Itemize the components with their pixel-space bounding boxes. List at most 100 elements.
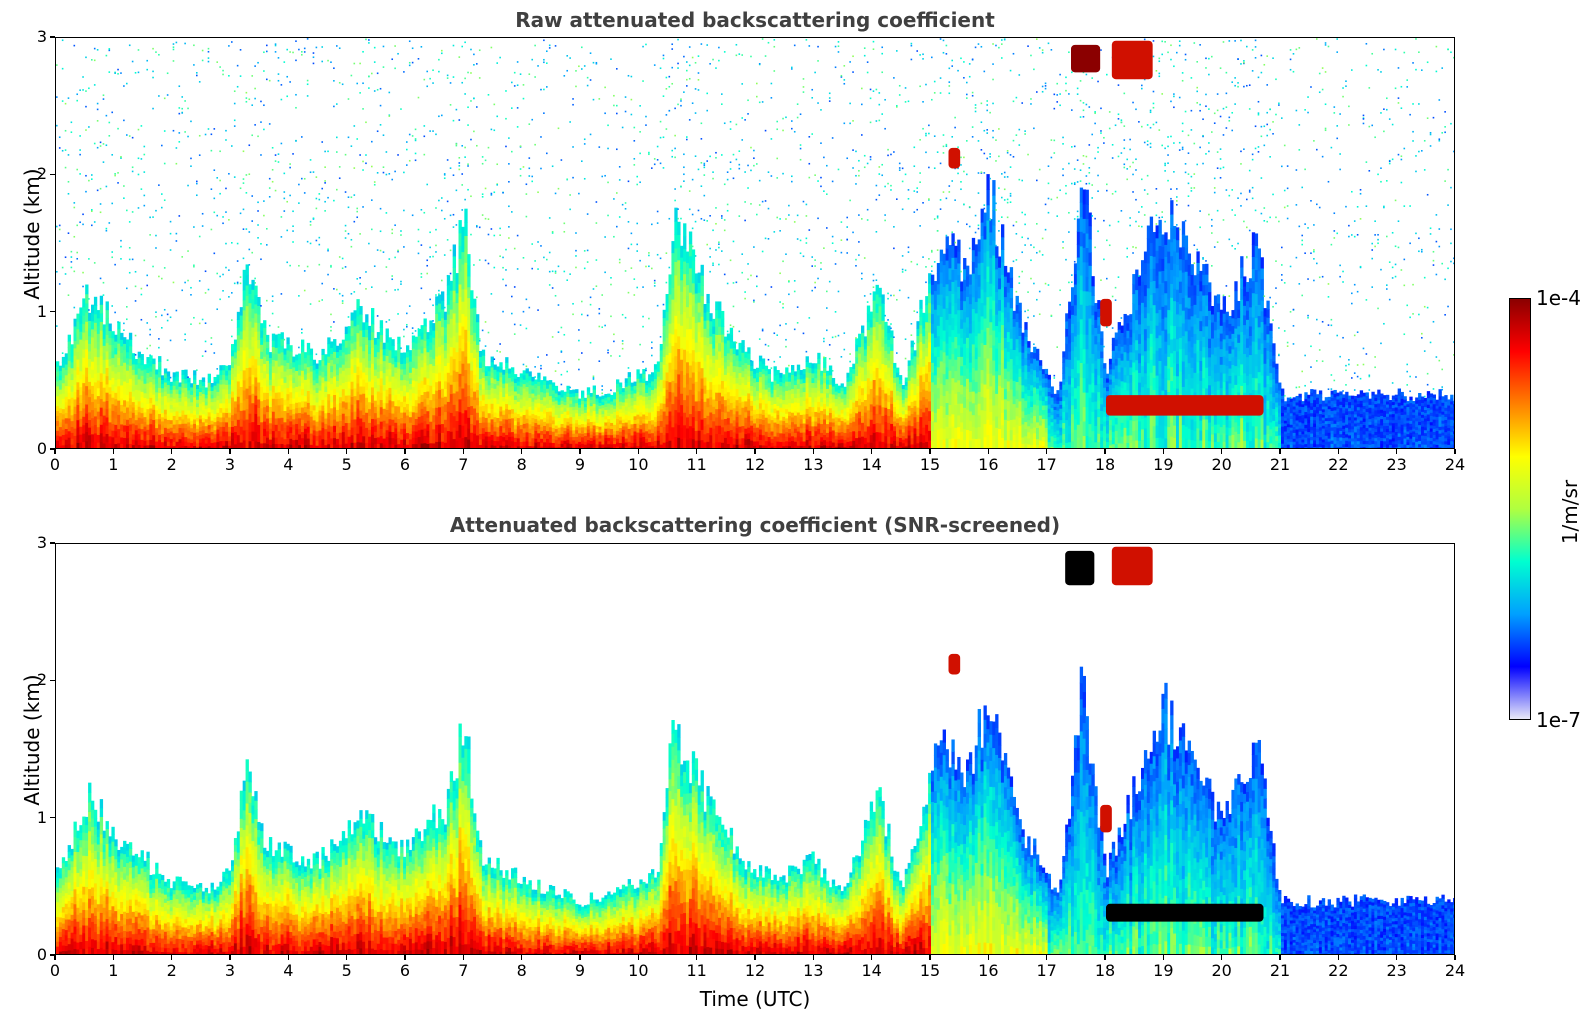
- raw-cell: [569, 410, 573, 414]
- raw-cell: [344, 340, 349, 348]
- raw-noise-dot: [406, 325, 408, 328]
- raw-noise-dot: [231, 145, 233, 147]
- raw-noise-dot: [385, 212, 388, 214]
- raw-cell: [548, 391, 553, 397]
- raw-cell: [382, 348, 386, 356]
- raw-cell: [411, 430, 416, 438]
- raw-cell: [569, 440, 573, 444]
- raw-cell: [213, 433, 217, 439]
- raw-noise-dot: [336, 103, 338, 105]
- raw-cell: [251, 327, 255, 338]
- raw-cell: [193, 405, 197, 411]
- raw-cell: [610, 394, 614, 399]
- raw-cell: [496, 375, 500, 381]
- raw-cell: [231, 373, 235, 380]
- raw-cell: [639, 441, 643, 447]
- raw-cell: [478, 389, 483, 396]
- raw-cell: [356, 307, 360, 317]
- raw-cell: [190, 438, 194, 444]
- raw-cell: [88, 373, 92, 382]
- raw-noise-dot: [350, 292, 353, 295]
- raw-noise-dot: [607, 349, 609, 352]
- raw-cell: [283, 371, 287, 378]
- raw-noise-dot: [251, 195, 254, 197]
- raw-cell: [371, 442, 375, 448]
- raw-cell: [61, 382, 66, 389]
- raw-cell: [592, 399, 596, 404]
- raw-noise-dot: [350, 238, 353, 241]
- raw-cell: [508, 436, 512, 442]
- raw-cell: [79, 410, 83, 419]
- raw-cell: [303, 444, 308, 448]
- raw-cell: [88, 328, 92, 337]
- raw-cell: [528, 406, 532, 412]
- raw-cell: [149, 434, 153, 440]
- raw-noise-dot: [648, 151, 650, 154]
- raw-cell: [344, 347, 349, 355]
- raw-cell: [633, 381, 637, 386]
- raw-noise-dot: [572, 313, 574, 316]
- raw-cell: [213, 377, 217, 382]
- raw-noise-dot: [379, 230, 382, 233]
- raw-cell: [639, 411, 643, 417]
- raw-cell: [344, 429, 349, 437]
- raw-cell: [143, 421, 147, 427]
- raw-cell: [648, 403, 652, 409]
- raw-cell: [569, 420, 573, 424]
- raw-cell: [648, 374, 652, 379]
- raw-cell: [618, 408, 623, 413]
- raw-cell: [263, 399, 267, 408]
- raw-noise-dot: [222, 273, 224, 276]
- raw-cell: [420, 325, 424, 333]
- raw-noise-dot: [435, 251, 437, 253]
- raw-cell: [58, 435, 63, 442]
- raw-noise-dot: [292, 225, 294, 228]
- raw-cell: [166, 415, 171, 420]
- raw-cell: [546, 403, 550, 409]
- raw-noise-dot: [309, 242, 312, 245]
- raw-cell: [257, 322, 261, 332]
- raw-cell: [546, 415, 550, 420]
- raw-cell: [601, 434, 605, 439]
- raw-noise-dot: [429, 130, 431, 132]
- raw-cell: [441, 326, 445, 336]
- raw-noise-dot: [578, 358, 580, 361]
- raw-cell: [476, 419, 480, 428]
- raw-noise-dot: [540, 88, 542, 91]
- raw-cell: [373, 406, 378, 414]
- raw-cell: [554, 421, 559, 426]
- raw-cell: [581, 397, 585, 401]
- raw-cell: [365, 359, 369, 368]
- raw-cell: [525, 422, 529, 428]
- raw-cell: [64, 423, 69, 430]
- raw-cell: [347, 401, 351, 410]
- raw-cell: [484, 422, 489, 428]
- raw-cell: [155, 396, 159, 402]
- raw-cell: [496, 408, 500, 414]
- raw-cell: [271, 404, 276, 412]
- raw-cell: [146, 398, 150, 405]
- raw-cell: [91, 369, 95, 378]
- raw-cell: [508, 400, 512, 406]
- raw-noise-dot: [295, 59, 297, 62]
- raw-cell: [161, 391, 165, 397]
- raw-cell: [610, 440, 614, 445]
- raw-cell: [534, 383, 538, 388]
- raw-cell: [344, 415, 349, 424]
- raw-cell: [554, 410, 559, 415]
- raw-cell: [61, 377, 66, 384]
- raw-cell: [292, 444, 296, 448]
- raw-cell: [140, 354, 144, 360]
- raw-noise-dot: [158, 346, 160, 349]
- raw-cell: [306, 444, 311, 448]
- raw-cell: [76, 404, 80, 413]
- raw-cell: [120, 332, 124, 340]
- raw-cell: [196, 446, 200, 448]
- raw-cell: [309, 382, 314, 389]
- raw-cell: [452, 244, 456, 257]
- raw-noise-dot: [362, 160, 364, 163]
- raw-cell: [566, 417, 570, 422]
- raw-cell: [67, 417, 71, 425]
- raw-noise-dot: [359, 154, 361, 156]
- raw-noise-dot: [519, 73, 522, 75]
